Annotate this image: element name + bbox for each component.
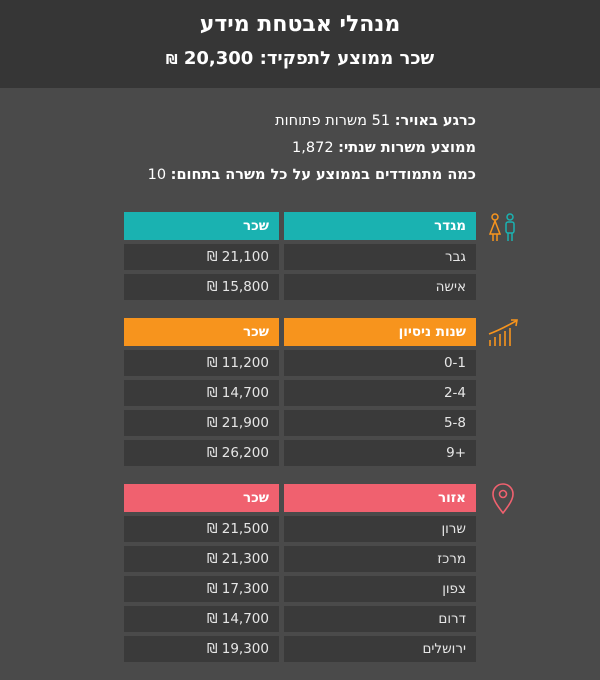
- row-salary: 19,300 ₪: [124, 636, 279, 662]
- stat-annual-average: ממוצע משרות שנתי: 1,872: [36, 135, 476, 162]
- row-salary: 21,900 ₪: [124, 410, 279, 436]
- table-header: אזור שכר: [124, 484, 476, 516]
- row-salary: 11,200 ₪: [124, 350, 279, 376]
- stat-label: ממוצע משרות שנתי:: [338, 140, 476, 156]
- stats-block: כרגע באויר: 51 משרות פתוחות ממוצע משרות …: [36, 108, 476, 189]
- stat-value: 10: [147, 167, 167, 183]
- row-category: גבר: [284, 244, 476, 270]
- stat-open-positions: כרגע באויר: 51 משרות פתוחות: [36, 108, 476, 135]
- page-title: מנהלי אבטחת מידע: [199, 12, 401, 37]
- stat-label: כרגע באויר:: [394, 113, 476, 129]
- header: מנהלי אבטחת מידע שכר ממוצע לתפקיד: 20,30…: [0, 0, 600, 88]
- row-salary: 21,100 ₪: [124, 244, 279, 270]
- location-pin-icon: [492, 483, 514, 515]
- table-row: ירושלים 19,300 ₪: [124, 636, 476, 666]
- row-salary: 21,500 ₪: [124, 516, 279, 542]
- currency-symbol: ₪: [165, 53, 178, 68]
- header-salary: שכר: [124, 212, 279, 240]
- row-category: שרון: [284, 516, 476, 542]
- stat-label: כמה מתמודדים בממוצע על כל משרה בתחום:: [170, 167, 476, 183]
- region-table: אזור שכר שרון 21,500 ₪ מרכז 21,300 ₪ צפו…: [124, 484, 476, 666]
- stat-value: 51 משרות פתוחות: [275, 113, 391, 129]
- row-salary: 15,800 ₪: [124, 274, 279, 300]
- header-category: אזור: [284, 484, 476, 512]
- table-row: 0-1 11,200 ₪: [124, 350, 476, 380]
- row-category: ירושלים: [284, 636, 476, 662]
- table-header: שנות ניסיון שכר: [124, 318, 476, 350]
- average-salary-label: שכר ממוצע לתפקיד:: [259, 48, 435, 69]
- table-row: שרון 21,500 ₪: [124, 516, 476, 546]
- table-row: אישה 15,800 ₪: [124, 274, 476, 304]
- table-row: צפון 17,300 ₪: [124, 576, 476, 606]
- row-salary: 21,300 ₪: [124, 546, 279, 572]
- gender-icon: [488, 213, 515, 241]
- row-category: 5-8: [284, 410, 476, 436]
- table-row: 2-4 14,700 ₪: [124, 380, 476, 410]
- header-salary: שכר: [124, 318, 279, 346]
- row-salary: 14,700 ₪: [124, 380, 279, 406]
- table-row: 5-8 21,900 ₪: [124, 410, 476, 440]
- average-salary-line: שכר ממוצע לתפקיד: 20,300 ₪: [0, 48, 600, 69]
- average-salary-value: 20,300: [183, 48, 254, 69]
- row-category: דרום: [284, 606, 476, 632]
- header-category: שנות ניסיון: [284, 318, 476, 346]
- table-row: +9 26,200 ₪: [124, 440, 476, 470]
- row-salary: 17,300 ₪: [124, 576, 279, 602]
- stat-value: 1,872: [292, 140, 334, 156]
- table-header: מגדר שכר: [124, 212, 476, 244]
- gender-table: מגדר שכר גבר 21,100 ₪ אישה 15,800 ₪: [124, 212, 476, 304]
- row-category: +9: [284, 440, 476, 466]
- stat-candidates: כמה מתמודדים בממוצע על כל משרה בתחום: 10: [36, 162, 476, 189]
- row-salary: 26,200 ₪: [124, 440, 279, 466]
- row-category: מרכז: [284, 546, 476, 572]
- table-row: מרכז 21,300 ₪: [124, 546, 476, 576]
- row-category: צפון: [284, 576, 476, 602]
- header-salary: שכר: [124, 484, 279, 512]
- row-salary: 14,700 ₪: [124, 606, 279, 632]
- row-category: אישה: [284, 274, 476, 300]
- header-category: מגדר: [284, 212, 476, 240]
- row-category: 2-4: [284, 380, 476, 406]
- experience-table: שנות ניסיון שכר 0-1 11,200 ₪ 2-4 14,700 …: [124, 318, 476, 470]
- table-row: גבר 21,100 ₪: [124, 244, 476, 274]
- row-category: 0-1: [284, 350, 476, 376]
- table-row: דרום 14,700 ₪: [124, 606, 476, 636]
- growth-chart-icon: [488, 319, 518, 346]
